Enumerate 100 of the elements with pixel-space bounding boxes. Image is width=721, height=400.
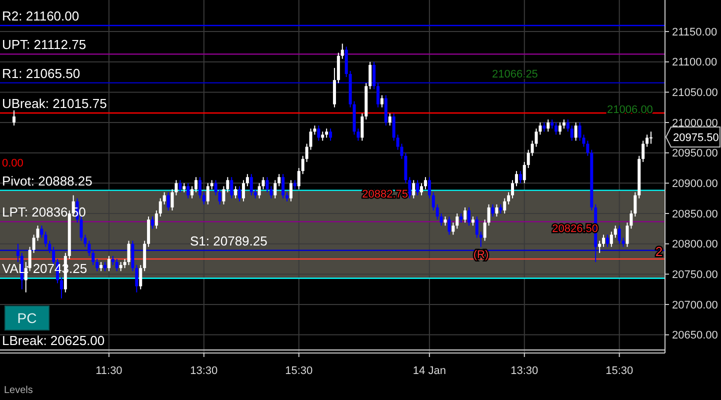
candlestick <box>574 122 578 142</box>
candlestick <box>650 131 652 144</box>
candlestick <box>12 110 16 126</box>
candlestick <box>222 186 226 205</box>
y-tick-label: 20950.00 <box>672 148 718 160</box>
candlestick <box>436 204 439 220</box>
candlestick <box>325 128 328 138</box>
x-tick-label: 14 Jan <box>412 365 446 377</box>
candlestick <box>471 216 474 226</box>
candlestick <box>646 134 649 148</box>
candlestick <box>289 180 292 202</box>
candlestick <box>127 240 130 266</box>
candlestick <box>360 112 364 142</box>
ref-line-label: R2: 21160.00 <box>2 8 80 24</box>
candlestick <box>475 216 478 238</box>
candlestick <box>321 131 324 142</box>
candlestick <box>570 125 574 142</box>
candlestick <box>44 231 48 248</box>
candlestick <box>522 161 526 184</box>
candlestick <box>554 122 558 136</box>
ref-line-label: S1: 20789.25 <box>190 233 268 248</box>
candlestick <box>602 234 606 248</box>
candlestick <box>317 125 320 142</box>
candlestick <box>495 204 498 218</box>
candlestick <box>408 176 412 199</box>
candlestick <box>460 213 463 224</box>
candlestick <box>444 216 447 226</box>
candlestick <box>392 112 396 142</box>
candlestick <box>483 219 486 242</box>
candlestick <box>210 180 214 190</box>
candlestick <box>428 176 431 199</box>
candlestick <box>586 140 590 156</box>
candlestick <box>234 186 238 199</box>
candlestick <box>238 186 242 202</box>
candlestick <box>115 258 118 272</box>
text: Levels <box>4 385 33 396</box>
candlestick <box>282 174 285 199</box>
candlestick <box>376 82 380 108</box>
y-tick-label: 21100.00 <box>672 56 718 69</box>
candlestick <box>372 61 376 90</box>
candlestick <box>550 118 554 130</box>
candlestick <box>618 225 621 244</box>
candlestick <box>301 155 304 175</box>
y-tick-label: 21050.00 <box>672 87 718 100</box>
candlestick <box>293 180 296 190</box>
candlestick <box>526 149 530 169</box>
text: 20975.50 <box>673 132 719 144</box>
candlestick <box>266 176 269 193</box>
candlestick <box>270 186 273 199</box>
candlestick <box>111 255 114 266</box>
candlestick <box>48 240 52 254</box>
annotation: (R) <box>473 248 489 261</box>
y-tick-label: 20850.00 <box>672 208 718 220</box>
candlestick <box>198 176 202 199</box>
candlestick <box>258 182 261 199</box>
y-tick-label: 20700.00 <box>672 299 718 312</box>
candlestick <box>507 192 510 205</box>
candlestick <box>226 176 230 193</box>
candlestick <box>250 174 253 196</box>
candlestick <box>340 43 344 60</box>
y-tick-label: 20900.00 <box>672 178 718 190</box>
candlestick <box>598 240 602 254</box>
y-tick-label: 20750.00 <box>672 269 718 281</box>
candlestick <box>135 264 138 293</box>
x-tick-label: 11:30 <box>96 365 122 377</box>
candlestick <box>166 192 170 211</box>
candlestick <box>518 170 522 184</box>
candlestick <box>558 122 562 136</box>
candlestick <box>92 249 95 266</box>
candlestick <box>464 206 467 224</box>
candlestick <box>456 213 459 230</box>
ref-line-label: Pivot: 20888.25 <box>2 173 92 188</box>
candlestick <box>424 176 427 190</box>
candlestick <box>150 216 154 230</box>
candlestick <box>468 206 470 226</box>
candlestick <box>158 198 162 218</box>
candlestick <box>274 180 277 199</box>
candlestick <box>262 176 265 190</box>
candlestick <box>566 118 570 132</box>
candlestick <box>286 192 288 202</box>
candlestick <box>479 231 482 248</box>
candlestick <box>313 125 316 136</box>
candlestick <box>139 264 142 290</box>
candlestick <box>100 262 103 272</box>
candlestick <box>622 237 625 248</box>
candlestick <box>368 61 372 90</box>
candlestick <box>202 192 206 205</box>
candlestick <box>194 176 198 193</box>
x-tick-label: 13:30 <box>510 365 538 377</box>
candlestick <box>162 192 166 205</box>
ref-line-label: R1: 21065.50 <box>2 66 80 81</box>
candlestick <box>329 128 332 142</box>
candlestick <box>546 118 550 132</box>
candlestick <box>452 222 455 236</box>
annotation: 0.00 <box>2 157 24 170</box>
candlestick <box>246 174 249 187</box>
candlestick <box>119 262 122 272</box>
candlestick <box>542 122 546 132</box>
x-tick-label: 15:30 <box>285 365 313 377</box>
candlestick <box>297 168 300 190</box>
